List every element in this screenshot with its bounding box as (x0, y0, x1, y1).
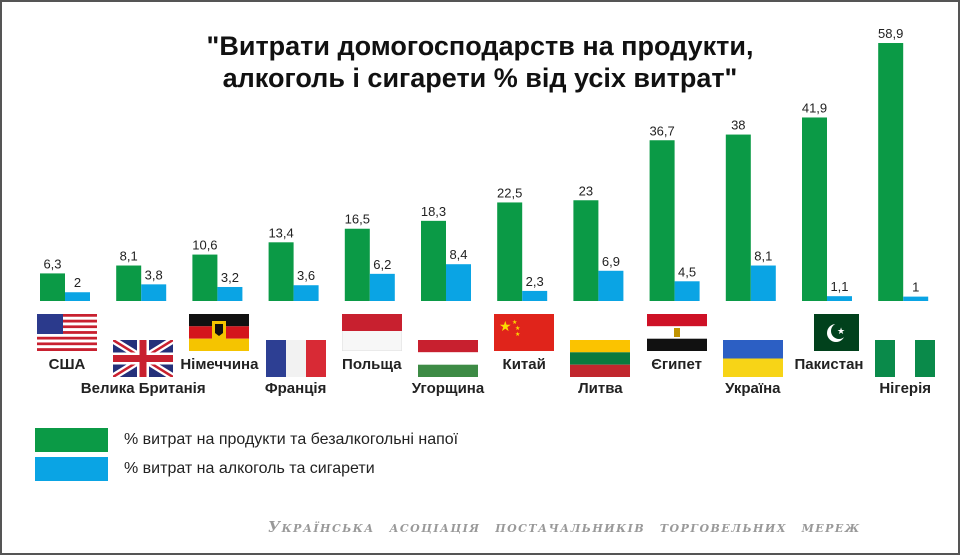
country-label: Китай (502, 356, 546, 373)
country-label: Німеччина (180, 356, 259, 373)
data-label: 41,9 (802, 100, 827, 115)
country-label: США (48, 356, 86, 373)
lithuania-flag-icon (570, 340, 631, 377)
country-label: Франція (264, 380, 327, 397)
pakistan-flag-icon: ★ (799, 314, 859, 351)
svg-text:★: ★ (499, 318, 512, 334)
svg-text:★: ★ (837, 326, 845, 336)
bar-food (573, 200, 599, 301)
data-label: 36,7 (649, 123, 674, 138)
country-label: Пакистан (794, 356, 864, 373)
poland-flag-icon (341, 314, 402, 351)
chart-title: "Витрати домогосподарств на продукти, ал… (150, 30, 810, 94)
footer-organization: Українська асоціація постачальників торг… (268, 518, 861, 536)
bar-alcohol (598, 270, 624, 301)
france-flag-icon (265, 340, 326, 377)
bar-alcohol (827, 296, 852, 301)
hungary-flag-icon (418, 340, 478, 377)
data-label: 8,1 (754, 249, 772, 264)
data-label: 38 (731, 118, 745, 133)
bar-chart: 6,3 2 8,1 3,8 10,6 3,2 13,4 3,6 16,5 6,2 18,3 8,4 22… (40, 26, 929, 301)
china-flag-icon: ★ ★ ★ ★ (494, 314, 555, 351)
germany-flag-icon (189, 314, 250, 351)
data-label: 13,4 (268, 225, 293, 240)
bar-alcohol (903, 296, 929, 301)
data-label: 22,5 (497, 185, 522, 200)
bar-food (725, 134, 751, 301)
data-label: 2 (74, 275, 81, 290)
legend-swatch-food (35, 428, 108, 452)
data-label: 3,2 (221, 270, 239, 285)
egypt-flag-icon (646, 314, 707, 351)
bar-food (878, 43, 904, 301)
bar-food (268, 242, 294, 301)
country-label: Україна (725, 380, 781, 397)
data-label: 10,6 (192, 238, 217, 253)
country-label: Єгипет (651, 356, 702, 373)
data-label: 3,6 (297, 268, 315, 283)
data-label: 6,3 (43, 256, 61, 271)
bar-food (192, 254, 218, 301)
data-label: 3,8 (145, 267, 163, 282)
legend-label-alcohol: % витрат на алкоголь та сигарети (124, 460, 375, 477)
bar-food (40, 273, 65, 301)
title-line-1: "Витрати домогосподарств на продукти, (206, 31, 754, 61)
country-label: Литва (578, 380, 623, 397)
country-label: Угорщина (411, 380, 485, 397)
bar-alcohol (750, 265, 776, 301)
bar-food (116, 265, 142, 301)
bar-alcohol (522, 290, 548, 301)
bar-alcohol (141, 284, 167, 301)
bar-alcohol (369, 273, 395, 301)
svg-text:★: ★ (515, 331, 520, 338)
bar-food (344, 228, 370, 301)
usa-flag-icon (37, 314, 97, 351)
bar-alcohol (293, 285, 319, 301)
data-label: 4,5 (678, 264, 696, 279)
legend-swatch-alcohol (35, 457, 108, 481)
legend-label-food: % витрат на продукти та безалкогольні на… (124, 431, 459, 448)
country-label: Велика Британія (80, 380, 206, 397)
data-label: 8,1 (120, 249, 138, 264)
data-label: 6,2 (373, 257, 391, 272)
data-label: 18,3 (421, 204, 446, 219)
svg-text:★: ★ (512, 319, 517, 326)
nigeria-flag-icon (875, 340, 936, 377)
ukraine-flag-icon (722, 340, 783, 377)
bar-alcohol (674, 281, 700, 301)
bar-alcohol (446, 264, 471, 301)
uk-flag-icon (113, 340, 174, 377)
svg-text:★: ★ (515, 325, 520, 332)
bar-food (649, 140, 675, 301)
data-label: 6,9 (602, 254, 620, 269)
data-label: 23 (579, 183, 593, 198)
data-label: 16,5 (345, 212, 370, 227)
bar-food (421, 220, 446, 301)
data-label: 8,4 (449, 247, 467, 262)
data-label: 1 (912, 280, 919, 295)
country-label: Нігерія (879, 380, 932, 397)
bar-food (497, 202, 523, 301)
data-label: 58,9 (878, 26, 903, 41)
data-label: 2,3 (526, 274, 544, 289)
bar-food (802, 117, 827, 301)
data-label: 1,1 (830, 279, 848, 294)
bar-alcohol (217, 286, 243, 301)
title-line-2: алкоголь і сигарети % від усіх витрат" (222, 63, 738, 93)
bar-alcohol (65, 292, 90, 301)
country-label: Польща (342, 356, 402, 373)
